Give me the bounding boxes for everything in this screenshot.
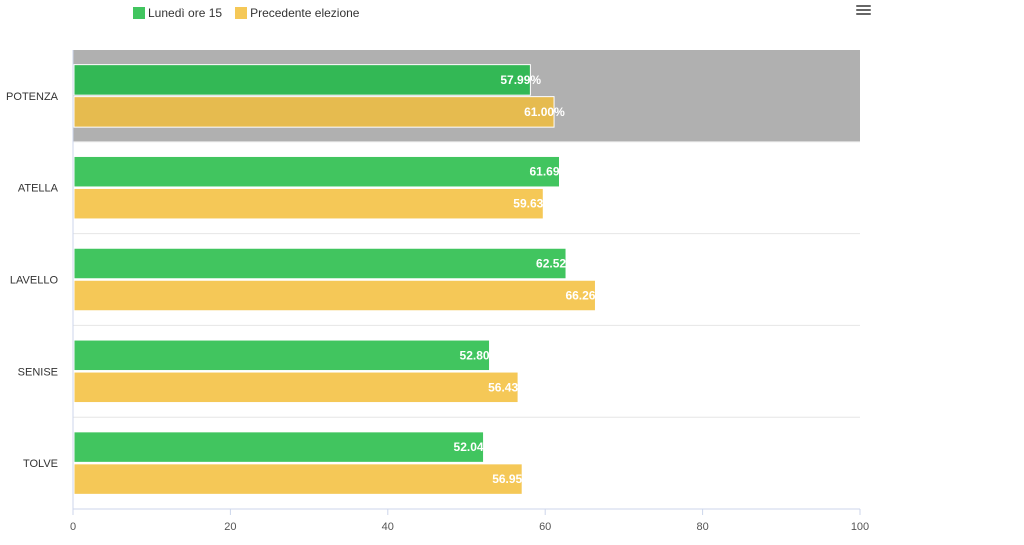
- bar-lunedi-tolve[interactable]: [73, 431, 485, 463]
- category-label: LAVELLO: [10, 275, 59, 287]
- legend-swatch-series-2: [235, 7, 248, 19]
- x-tick-label: 20: [224, 521, 236, 533]
- bar-lunedi-lavello[interactable]: [73, 247, 567, 280]
- x-tick-label: 40: [382, 521, 394, 533]
- data-label: 52.80: [460, 348, 490, 362]
- bar-precedente-tolve[interactable]: [73, 463, 523, 495]
- category-label: POTENZA: [6, 91, 59, 103]
- data-label: 52.04: [454, 440, 484, 454]
- x-tick-label: 0: [70, 521, 76, 533]
- bar-lunedi-senise[interactable]: [73, 339, 491, 372]
- bar-lunedi-atella[interactable]: [73, 155, 561, 188]
- category-label: SENISE: [18, 366, 58, 378]
- x-tick-label: 60: [539, 521, 551, 533]
- data-label: 56.95: [492, 472, 522, 486]
- data-label: 61.00%: [524, 105, 565, 119]
- data-label: 56.43: [488, 380, 518, 394]
- data-label: 62.52: [536, 257, 566, 271]
- data-label: 61.69: [530, 165, 560, 179]
- category-label: TOLVE: [23, 458, 58, 470]
- legend: Lunedì ore 15 Precedente elezione: [133, 5, 372, 21]
- bar-precedente-senise[interactable]: [73, 371, 519, 404]
- bar-precedente-atella[interactable]: [73, 187, 544, 220]
- bar-lunedi-potenza[interactable]: [73, 64, 531, 96]
- category-highlight-band: [73, 50, 860, 142]
- legend-label-series-1: Lunedì ore 15: [148, 6, 223, 20]
- data-label: 57.99%: [500, 73, 541, 87]
- bar-precedente-lavello[interactable]: [73, 279, 596, 312]
- category-label: ATELLA: [18, 183, 59, 195]
- data-label: 59.63: [513, 197, 543, 211]
- data-label: 66.26: [565, 289, 595, 303]
- bar-precedente-potenza[interactable]: [73, 96, 555, 128]
- legend-item-series-2[interactable]: Precedente elezione: [235, 6, 359, 20]
- legend-item-series-1[interactable]: Lunedì ore 15: [133, 6, 222, 20]
- x-tick-label: 100: [851, 521, 869, 533]
- legend-label-series-2: Precedente elezione: [250, 6, 360, 20]
- hamburger-menu-icon[interactable]: [854, 3, 874, 17]
- x-tick-label: 80: [696, 521, 708, 533]
- legend-swatch-series-1: [133, 7, 145, 19]
